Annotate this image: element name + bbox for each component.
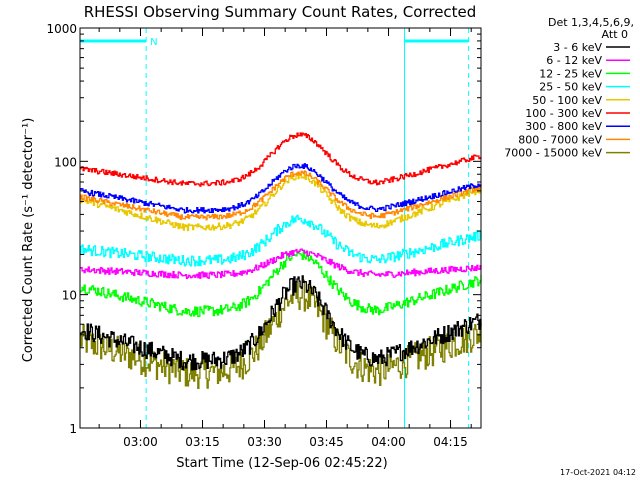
- series-line: [80, 132, 482, 187]
- series-layer: [80, 132, 482, 389]
- legend-label: 12 - 25 keV: [539, 67, 602, 80]
- series-line: [80, 248, 482, 280]
- series-line: [80, 275, 482, 371]
- legend-label: 100 - 300 keV: [525, 107, 602, 120]
- y-axis-label: Corrected Count Rate (s⁻¹ detector⁻¹): [21, 118, 36, 363]
- footer-timestamp: 17-Oct-2021 04:12: [560, 468, 636, 477]
- series-line: [80, 163, 482, 214]
- legend-label: 6 - 12 keV: [546, 54, 602, 67]
- legend-header-attenuator: Att 0: [602, 28, 628, 41]
- y-tick-label: 10: [62, 289, 77, 303]
- x-tick-label: 04:00: [371, 435, 406, 449]
- x-tick-label: 04:15: [433, 435, 468, 449]
- y-tick-label: 1000: [46, 22, 77, 36]
- x-tick-label: 03:00: [123, 435, 158, 449]
- legend-label: 300 - 800 keV: [525, 120, 602, 133]
- series-line: [80, 214, 482, 267]
- legend-label: 3 - 6 keV: [553, 41, 602, 54]
- night-flag-label: N: [150, 37, 157, 48]
- x-tick-label: 03:30: [247, 435, 282, 449]
- legend-label: 25 - 50 keV: [539, 81, 602, 94]
- series-line: [80, 171, 482, 232]
- plot-frame: [79, 27, 482, 429]
- legend-label: 800 - 7000 keV: [518, 133, 602, 146]
- x-axis-label: Start Time (12-Sep-06 02:45:22): [176, 456, 387, 471]
- legend-label: 50 - 100 keV: [532, 94, 602, 107]
- legend-header-detectors: Det 1,3,4,5,6,9,: [548, 16, 634, 29]
- x-tick-label: 03:45: [309, 435, 344, 449]
- legend-label: 7000 - 15000 keV: [504, 147, 602, 160]
- x-tick-label: 03:15: [185, 435, 220, 449]
- chart-title: RHESSI Observing Summary Count Rates, Co…: [84, 3, 477, 21]
- y-tick-label: 1: [69, 422, 77, 436]
- series-line: [80, 249, 482, 318]
- x-axis: 03:00 03:15 03:30 03:45 04:00 04:15: [98, 28, 472, 449]
- y-axis: 1 10 100 1000: [46, 22, 481, 436]
- y-tick-label: 100: [54, 155, 77, 169]
- series-line: [80, 170, 482, 221]
- series-line: [80, 279, 482, 389]
